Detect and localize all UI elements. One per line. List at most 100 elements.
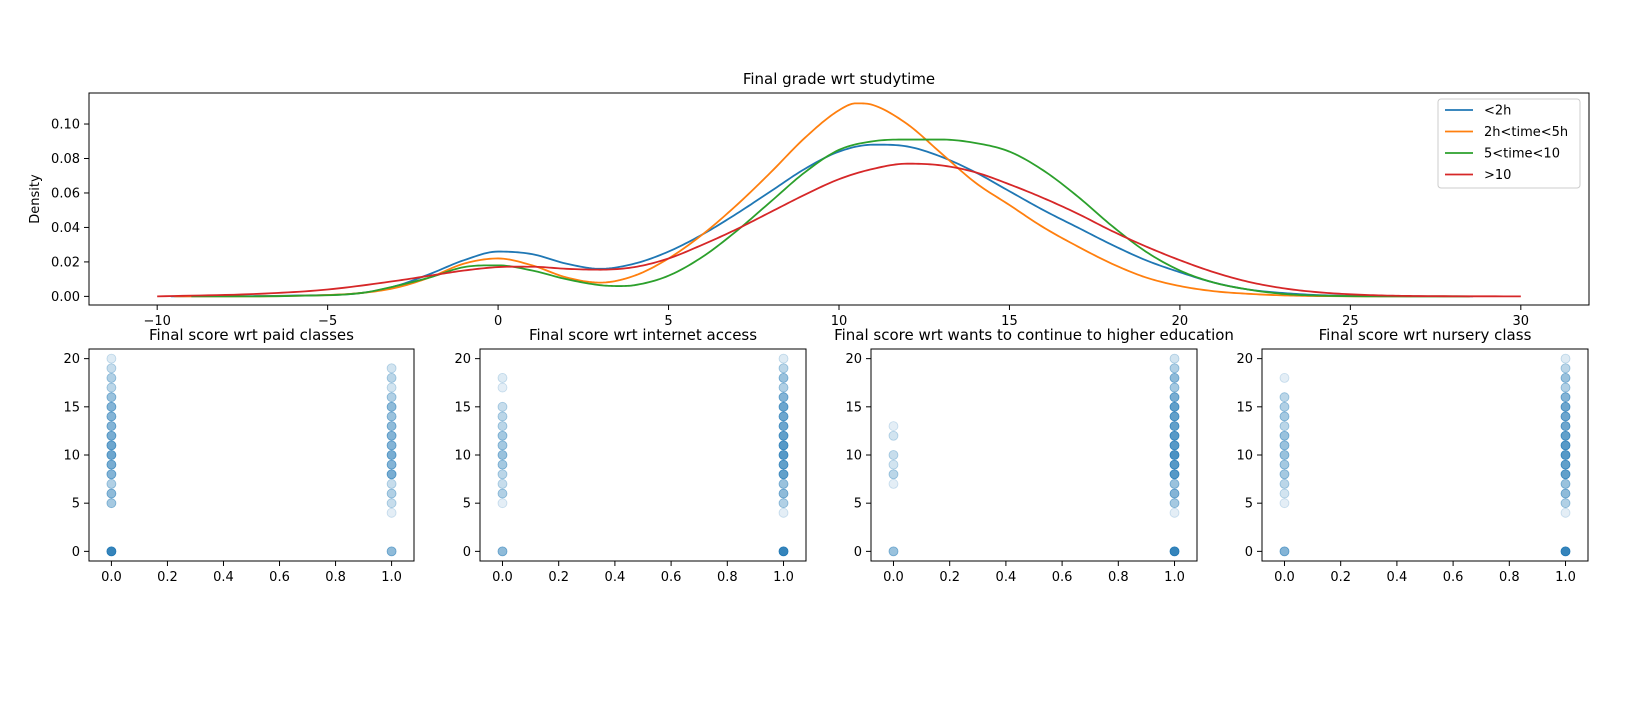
scatter-point bbox=[106, 392, 117, 403]
series-line bbox=[191, 138, 1470, 298]
scatter-point bbox=[1279, 459, 1290, 470]
series-line bbox=[174, 102, 1470, 298]
scatter-point bbox=[1560, 459, 1571, 470]
scatter-point bbox=[1279, 546, 1290, 557]
x-tick-label: 1.0 bbox=[773, 570, 794, 585]
scatter-point bbox=[1279, 401, 1290, 412]
scatter-point bbox=[1169, 363, 1180, 374]
scatter-point bbox=[106, 488, 117, 499]
scatter-point bbox=[1279, 479, 1290, 489]
scatter-point bbox=[1279, 450, 1290, 460]
scatter-point bbox=[888, 546, 899, 557]
scatter-point bbox=[106, 411, 117, 422]
scatter-point bbox=[497, 546, 508, 557]
x-tick-label: −10 bbox=[143, 314, 170, 329]
series-line bbox=[157, 162, 1521, 298]
x-tick-label: 5 bbox=[664, 314, 672, 329]
scatter-point bbox=[1279, 392, 1290, 403]
scatter-point bbox=[778, 459, 789, 470]
chart-title: Final score wrt wants to continue to hig… bbox=[834, 326, 1234, 344]
x-tick-label: 0.6 bbox=[1052, 570, 1073, 585]
scatter-point bbox=[386, 469, 397, 480]
scatter-point bbox=[1560, 488, 1571, 499]
y-tick-label: 0 bbox=[1245, 545, 1253, 560]
scatter-point bbox=[1169, 469, 1180, 480]
scatter-point bbox=[1560, 546, 1571, 557]
scatter-point bbox=[497, 411, 508, 422]
scatter-point bbox=[778, 546, 789, 557]
x-tick-label: 0.8 bbox=[717, 570, 738, 585]
x-tick-label: 25 bbox=[1342, 314, 1359, 329]
y-tick-label: 0.06 bbox=[51, 186, 80, 201]
scatter-point bbox=[1279, 421, 1290, 431]
y-tick-label: 0 bbox=[854, 545, 862, 560]
y-tick-label: 0.04 bbox=[51, 221, 80, 236]
scatter-point bbox=[497, 373, 508, 383]
scatter-point bbox=[1560, 479, 1571, 489]
y-tick-label: 5 bbox=[463, 497, 471, 512]
scatter-point bbox=[106, 459, 117, 470]
scatter-point bbox=[778, 488, 789, 499]
scatter-point bbox=[1169, 382, 1180, 393]
scatter-chart-1: Final score wrt paid classes 0.0 0.2 0.4 0.6… bbox=[63, 326, 415, 585]
scatter-point bbox=[778, 401, 789, 412]
y-tick-label: 20 bbox=[845, 352, 862, 367]
x-tick-label: 1.0 bbox=[1555, 570, 1576, 585]
scatter-point bbox=[386, 450, 397, 460]
scatter-point bbox=[778, 507, 789, 518]
scatter-point bbox=[106, 498, 117, 509]
y-tick-label: 0 bbox=[463, 545, 471, 560]
scatter-point bbox=[106, 353, 117, 364]
scatter-point bbox=[778, 430, 789, 441]
scatter-point bbox=[497, 382, 508, 393]
scatter-point bbox=[1560, 421, 1571, 431]
x-tick-label: 0.8 bbox=[325, 570, 346, 585]
scatter-point bbox=[106, 546, 117, 557]
scatter-point bbox=[778, 382, 789, 393]
scatter-point bbox=[106, 469, 117, 480]
scatter-point bbox=[1169, 479, 1180, 489]
plot-frame bbox=[88, 348, 415, 562]
x-tick-label: 0.4 bbox=[996, 570, 1017, 585]
x-tick-label: 0.6 bbox=[661, 570, 682, 585]
y-tick-label: 10 bbox=[454, 449, 471, 464]
scatter-point bbox=[106, 450, 117, 460]
scatter-point bbox=[1279, 488, 1290, 499]
scatter-point bbox=[106, 382, 117, 393]
scatter-point bbox=[106, 430, 117, 441]
x-tick-label: 0.0 bbox=[1274, 570, 1295, 585]
scatter-point bbox=[778, 479, 789, 489]
x-tick-label: 30 bbox=[1513, 314, 1530, 329]
x-tick-label: 0.2 bbox=[157, 570, 178, 585]
scatter-point bbox=[106, 421, 117, 431]
scatter-point bbox=[386, 392, 397, 403]
scatter-point bbox=[1560, 507, 1571, 518]
y-tick-label: 10 bbox=[845, 449, 862, 464]
scatter-point bbox=[1169, 450, 1180, 460]
plot-frame bbox=[1261, 348, 1589, 562]
x-tick-label: 0.0 bbox=[101, 570, 122, 585]
x-tick-label: 0.4 bbox=[1387, 570, 1408, 585]
x-tick-label: 0.2 bbox=[548, 570, 569, 585]
scatter-chart-4: Final score wrt nursery class 0.0 0.2 0.4 0.… bbox=[1236, 326, 1589, 585]
scatter-point bbox=[386, 546, 397, 557]
scatter-point bbox=[1169, 430, 1180, 441]
x-tick-label: 0.0 bbox=[492, 570, 513, 585]
scatter-point bbox=[778, 392, 789, 403]
scatter-point bbox=[386, 373, 397, 383]
legend-label: 5<time<10 bbox=[1484, 147, 1560, 162]
y-tick-label: 5 bbox=[1245, 497, 1253, 512]
scatter-point bbox=[386, 507, 397, 518]
legend: <2h 2h<time<5h 5<time<10 >10 bbox=[1437, 98, 1581, 189]
scatter-point bbox=[778, 440, 789, 451]
scatter-point bbox=[888, 450, 899, 460]
scatter-point bbox=[778, 469, 789, 480]
x-tick-label: 0.6 bbox=[269, 570, 290, 585]
scatter-point bbox=[778, 421, 789, 431]
x-tick-label: 0.6 bbox=[1443, 570, 1464, 585]
x-tick-label: 0.2 bbox=[939, 570, 960, 585]
y-tick-label: 5 bbox=[72, 497, 80, 512]
y-tick-label: 10 bbox=[1236, 449, 1253, 464]
chart-title: Final score wrt nursery class bbox=[1319, 326, 1532, 344]
